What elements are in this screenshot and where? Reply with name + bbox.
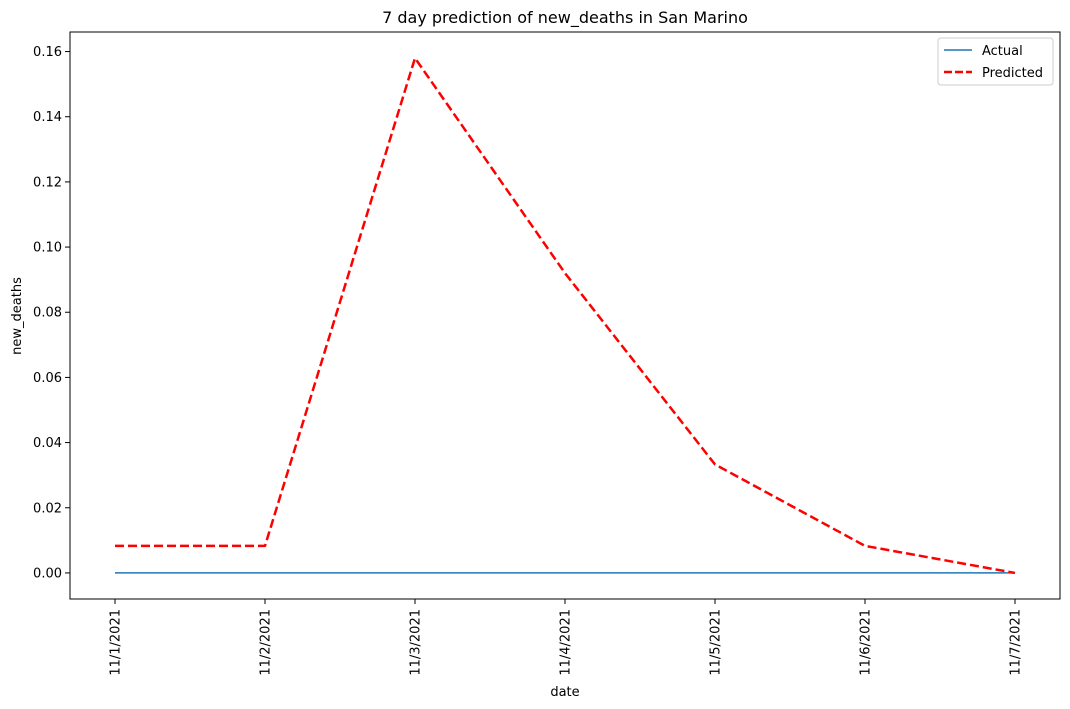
y-axis-label: new_deaths (10, 277, 25, 355)
series-layer (115, 56, 1016, 575)
chart-title: 7 day prediction of new_deaths in San Ma… (382, 8, 748, 28)
x-tick-label: 11/7/2021 (1009, 609, 1024, 676)
x-tick-label: 11/1/2021 (109, 609, 124, 676)
y-axis-ticks: 0.00 0.02 0.04 0.06 0.08 0.10 0.12 0.14 0.16 (33, 45, 70, 581)
y-tick-label: 0.00 (33, 566, 62, 581)
legend-actual-label: Actual (982, 44, 1023, 59)
y-tick-label: 0.06 (33, 371, 62, 386)
x-axis-ticks: 11/1/2021 11/2/2021 11/3/2021 11/4/2021 11/5… (109, 599, 1024, 676)
x-axis-label: date (550, 685, 579, 700)
legend-predicted-label: Predicted (982, 66, 1043, 81)
y-tick-label: 0.16 (33, 45, 62, 60)
y-tick-label: 0.04 (33, 436, 62, 451)
legend: Actual Predicted (937, 37, 1054, 86)
x-tick-label: 11/3/2021 (409, 609, 424, 676)
y-tick-label: 0.12 (33, 175, 62, 190)
y-tick-label: 0.14 (33, 110, 62, 125)
x-tick-label: 11/5/2021 (709, 609, 724, 676)
x-tick-label: 11/4/2021 (559, 609, 574, 676)
y-tick-label: 0.02 (33, 501, 62, 516)
y-tick-label: 0.10 (33, 241, 62, 256)
x-tick-label: 11/2/2021 (259, 609, 274, 676)
x-tick-label: 11/6/2021 (859, 609, 874, 676)
series-line-predicted (115, 56, 1016, 575)
y-tick-label: 0.08 (33, 306, 62, 321)
plot-area (69, 31, 1061, 600)
